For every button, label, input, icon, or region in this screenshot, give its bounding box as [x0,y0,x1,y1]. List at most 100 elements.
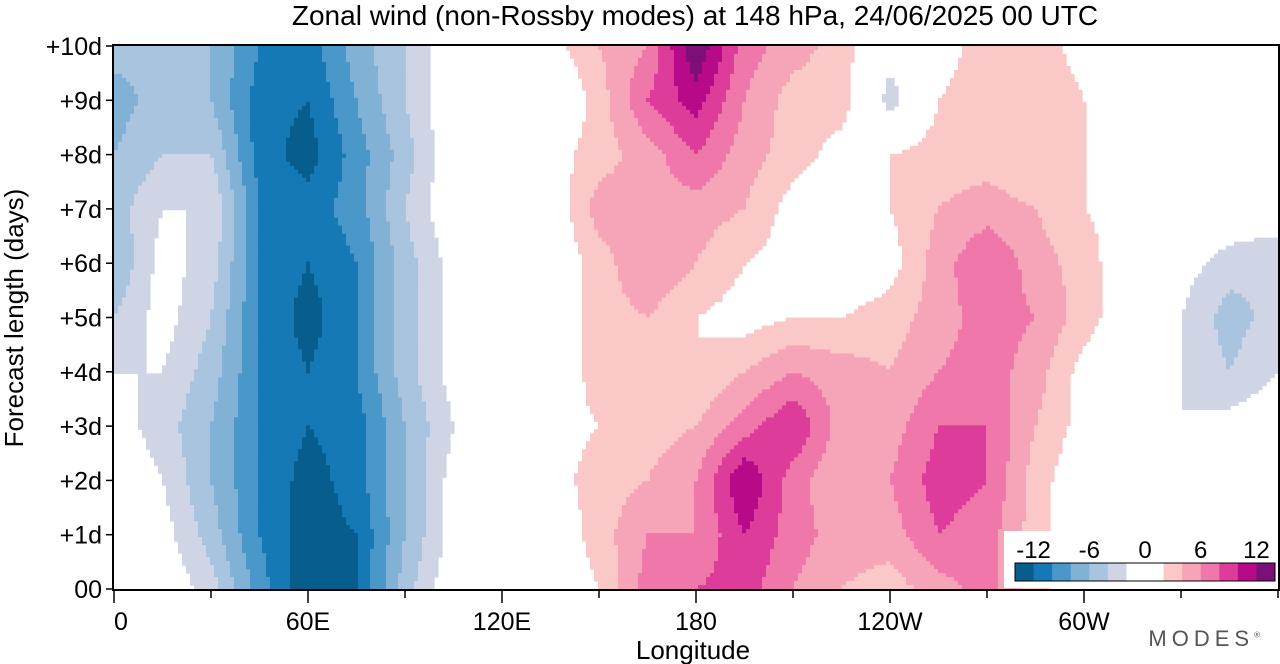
contour-cell [750,193,783,199]
contour-cell [606,173,675,179]
contour-cell [926,461,987,466]
contour-cell [366,141,391,147]
contour-cell [166,485,191,490]
contour-cell [1218,341,1243,347]
contour-cell [582,277,619,283]
contour-cell [1002,525,1023,530]
contour-cell [710,237,767,243]
contour-cell [386,457,407,462]
contour-cell [214,293,231,299]
contour-cell [426,505,443,510]
contour-cell [170,505,195,510]
contour-cell [310,269,359,275]
contour-cell [314,117,339,123]
contour-cell [294,313,323,319]
contour-cell [1182,381,1267,386]
contour-cell [866,569,899,574]
contour-cell [226,341,243,347]
contour-cell [258,397,363,402]
contour-cell [338,193,367,199]
contour-cell [346,517,371,522]
contour-cell [718,521,739,526]
contour-cell [598,181,683,187]
contour-cell [1198,273,1279,279]
contour-cell [958,285,1023,291]
contour-cell [926,133,1087,139]
contour-cell [578,465,655,470]
contour-cell [1018,197,1087,203]
contour-cell [606,65,635,71]
contour-cell [1214,253,1279,259]
contour-cell [402,561,419,566]
contour-cell [1022,273,1063,279]
contour-cell [122,133,223,139]
contour-cell [594,225,719,231]
contour-cell [114,309,119,315]
contour-cell [294,297,323,303]
contour-cell [218,173,231,179]
contour-cell [586,109,611,115]
contour-cell [890,205,939,211]
contour-cell [218,513,239,518]
contour-cell [366,473,387,478]
contour-cell [234,125,251,131]
contour-cell [746,93,779,99]
contour-cell [234,217,247,223]
contour-cell [818,461,895,466]
contour-cell [618,585,639,590]
contour-cell [342,225,371,231]
contour-cell [642,553,719,558]
contour-cell [1022,337,1059,343]
contour-cell [1010,377,1047,382]
contour-cell [370,221,391,227]
contour-cell [658,65,675,71]
contour-cell [234,61,255,67]
contour-cell [966,241,1007,247]
contour-cell [310,261,359,267]
contour-cell [322,57,347,63]
contour-cell [406,69,431,75]
contour-cell [114,265,135,271]
contour-cell [694,113,699,119]
contour-cell [214,501,239,506]
contour-cell [914,585,963,590]
contour-cell [786,401,799,406]
contour-cell [790,465,819,470]
contour-cell [774,321,911,327]
contour-cell [1182,401,1239,406]
contour-cell [258,277,303,283]
contour-cell [298,337,319,343]
contour-cell [1030,449,1063,454]
contour-cell [402,413,427,418]
contour-cell [630,97,647,103]
contour-cell [674,49,687,55]
contour-cell [298,109,311,115]
contour-cell [926,493,975,498]
contour-cell [358,321,375,327]
contour-cell [186,257,219,263]
contour-cell [962,249,1015,255]
contour-cell [114,241,135,247]
contour-cell [138,385,191,390]
contour-cell [378,69,407,75]
contour-cell [298,113,311,119]
contour-cell [406,57,431,63]
contour-cell [946,357,1015,363]
contour-cell [1182,337,1219,343]
contour-cell [310,109,335,115]
contour-cell [1026,509,1051,514]
contour-cell [134,265,155,271]
contour-cell [406,201,431,207]
contour-cell [1038,413,1071,418]
contour-cell [330,85,355,91]
contour-cell [922,481,987,486]
contour-cell [234,65,255,71]
contour-cell [318,289,359,295]
contour-cell [258,453,299,458]
contour-cell [222,193,235,199]
contour-cell [922,473,987,478]
contour-cell [234,481,259,486]
contour-cell [234,485,259,490]
contour-cell [358,305,375,311]
contour-cell [406,445,427,450]
